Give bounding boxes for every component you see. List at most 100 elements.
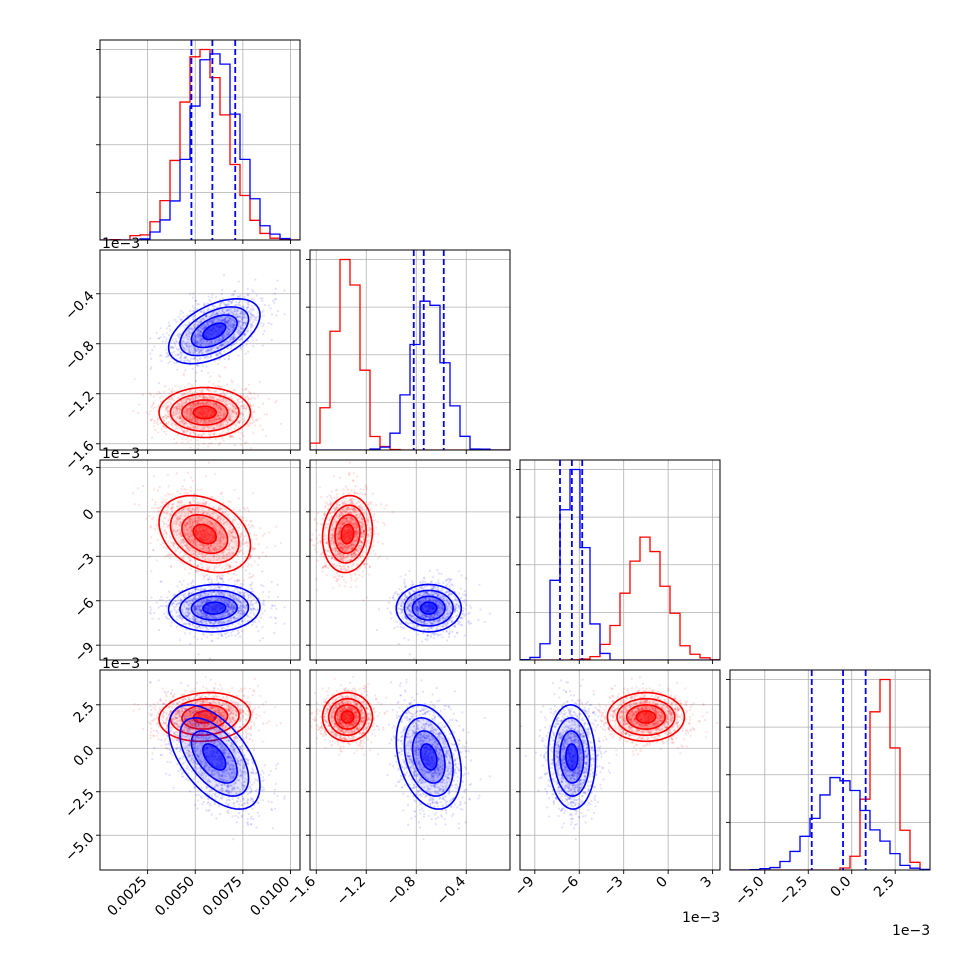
scatter-point bbox=[219, 386, 222, 389]
scatter-point bbox=[228, 409, 232, 412]
scatter-point bbox=[268, 398, 271, 401]
scatter-point bbox=[153, 506, 156, 509]
scatter-point bbox=[230, 577, 233, 580]
scatter-point bbox=[171, 493, 174, 496]
scatter-point bbox=[182, 374, 185, 377]
scatter-point bbox=[186, 409, 189, 412]
scatter-point bbox=[201, 396, 204, 399]
scatter-point bbox=[193, 416, 196, 419]
scatter-point bbox=[263, 604, 266, 607]
scatter-point bbox=[250, 413, 253, 416]
scatter-point bbox=[274, 287, 277, 291]
scatter-point bbox=[196, 421, 199, 424]
scatter-point bbox=[279, 541, 282, 545]
scatter-point bbox=[243, 417, 246, 420]
scatter-point bbox=[192, 403, 195, 406]
scatter-point bbox=[242, 579, 245, 582]
scatter-point bbox=[215, 399, 219, 402]
scatter-point bbox=[210, 418, 214, 421]
scatter-point bbox=[188, 407, 192, 410]
scatter-point bbox=[186, 417, 189, 420]
scatter-point bbox=[244, 397, 247, 400]
scatter-point bbox=[208, 433, 212, 436]
scatter-point bbox=[244, 408, 247, 411]
scatter-point bbox=[198, 433, 201, 436]
scatter-point bbox=[179, 408, 182, 411]
scatter-point bbox=[166, 492, 170, 496]
scatter-point bbox=[165, 498, 168, 501]
scatter-point bbox=[192, 425, 195, 428]
scatter-point bbox=[184, 398, 187, 401]
scatter-point bbox=[231, 381, 234, 384]
scatter-point bbox=[250, 421, 253, 425]
scatter-point bbox=[136, 487, 140, 490]
scatter-point bbox=[202, 442, 205, 445]
scatter-point bbox=[215, 417, 218, 420]
scatter-point bbox=[191, 426, 194, 429]
scatter-point bbox=[261, 534, 265, 537]
scatter-point bbox=[181, 403, 184, 406]
scatter-point bbox=[213, 420, 216, 423]
scatter-point bbox=[177, 412, 180, 415]
scatter-point bbox=[251, 339, 254, 342]
scatter-point bbox=[208, 426, 211, 430]
scatter-point bbox=[214, 390, 217, 393]
scatter-point bbox=[240, 418, 243, 422]
scatter-point bbox=[164, 403, 167, 406]
scatter-point bbox=[185, 416, 188, 420]
scatter-point bbox=[171, 413, 174, 417]
scatter-point bbox=[182, 419, 185, 423]
scatter-point bbox=[263, 329, 266, 332]
scatter-point bbox=[241, 388, 244, 391]
scatter-point bbox=[133, 377, 136, 380]
scatter-point bbox=[170, 390, 174, 393]
scatter-point bbox=[150, 436, 154, 439]
scatter-point bbox=[189, 408, 192, 412]
scatter-point bbox=[196, 403, 199, 406]
scatter-point bbox=[249, 404, 252, 407]
scatter-point bbox=[193, 418, 197, 421]
scatter-point bbox=[188, 413, 191, 416]
scatter-point bbox=[190, 418, 194, 421]
scatter-point bbox=[165, 422, 168, 425]
scatter-point bbox=[166, 405, 169, 409]
scatter-point bbox=[189, 404, 192, 407]
scatter-point bbox=[166, 411, 169, 414]
scatter-point bbox=[167, 422, 170, 425]
scatter-point bbox=[193, 307, 196, 310]
scatter-point bbox=[181, 485, 184, 488]
scatter-point bbox=[169, 398, 172, 401]
scatter-point bbox=[205, 403, 208, 406]
scatter-point bbox=[262, 323, 265, 326]
scatter-point bbox=[212, 433, 215, 436]
scatter-point bbox=[222, 413, 225, 417]
scatter-point bbox=[251, 492, 254, 495]
scatter-point bbox=[202, 419, 206, 423]
scatter-point bbox=[197, 394, 201, 397]
scatter-point bbox=[158, 486, 161, 489]
scatter-point bbox=[219, 417, 222, 420]
contour-series-0 bbox=[158, 494, 252, 574]
scatter-point bbox=[219, 413, 222, 417]
scatter-point bbox=[223, 414, 226, 417]
scatter-point bbox=[186, 397, 189, 400]
scatter-point bbox=[172, 411, 175, 414]
scatter-point bbox=[237, 421, 241, 424]
scatter-point bbox=[157, 404, 160, 407]
scatter-point bbox=[167, 324, 171, 328]
scatter-point bbox=[175, 406, 178, 410]
scatter-point bbox=[221, 437, 224, 440]
scatter-point bbox=[211, 402, 214, 405]
scatter-point bbox=[191, 385, 194, 388]
scatter-point bbox=[151, 418, 154, 421]
scatter-point bbox=[231, 410, 234, 413]
scatter-point bbox=[217, 418, 220, 421]
scatter-point bbox=[252, 525, 255, 528]
scatter-point bbox=[164, 348, 168, 351]
scatter-point bbox=[167, 413, 170, 416]
scatter-point bbox=[200, 369, 203, 373]
scatter-point bbox=[230, 435, 233, 438]
scatter-point bbox=[159, 336, 162, 339]
scatter-point bbox=[155, 421, 159, 424]
scatter-point bbox=[164, 413, 167, 416]
